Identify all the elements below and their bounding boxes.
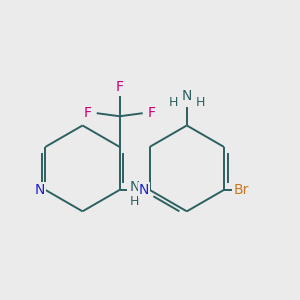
- Text: H: H: [130, 195, 140, 208]
- Text: N: N: [182, 89, 192, 103]
- Text: N: N: [34, 183, 45, 197]
- Text: H: H: [196, 96, 205, 109]
- Text: F: F: [83, 106, 92, 120]
- Text: F: F: [116, 80, 124, 94]
- Text: Br: Br: [233, 183, 248, 197]
- Text: N: N: [139, 183, 149, 197]
- Text: H: H: [168, 96, 178, 109]
- Text: N: N: [130, 180, 140, 194]
- Text: F: F: [148, 106, 156, 120]
